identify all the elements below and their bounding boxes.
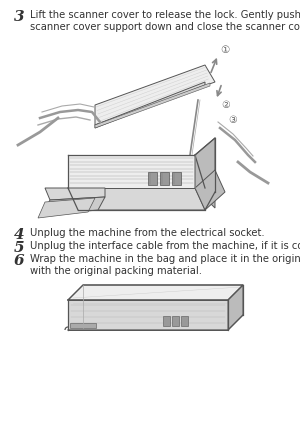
Text: Lift the scanner cover to release the lock. Gently push the
scanner cover suppor: Lift the scanner cover to release the lo… [30, 10, 300, 31]
Polygon shape [70, 323, 96, 328]
Polygon shape [148, 172, 157, 185]
Polygon shape [160, 172, 169, 185]
Text: Unplug the machine from the electrical socket.: Unplug the machine from the electrical s… [30, 228, 265, 238]
Text: 5: 5 [14, 241, 25, 255]
Polygon shape [163, 316, 170, 326]
Polygon shape [45, 188, 105, 200]
Polygon shape [195, 138, 215, 208]
Polygon shape [172, 172, 181, 185]
Polygon shape [95, 82, 205, 128]
Polygon shape [181, 316, 188, 326]
Text: 4: 4 [14, 228, 25, 242]
Text: ②: ② [222, 100, 230, 110]
Polygon shape [95, 83, 210, 128]
Polygon shape [42, 197, 105, 215]
Polygon shape [68, 285, 243, 300]
Polygon shape [95, 65, 215, 125]
Polygon shape [38, 198, 95, 218]
Polygon shape [68, 300, 228, 330]
Polygon shape [172, 316, 179, 326]
Text: Unplug the interface cable from the machine, if it is connected.: Unplug the interface cable from the mach… [30, 241, 300, 251]
Polygon shape [195, 170, 225, 210]
Text: 6: 6 [14, 254, 25, 268]
Text: ①: ① [220, 45, 230, 55]
Polygon shape [228, 285, 243, 330]
Polygon shape [68, 155, 195, 188]
Text: 3: 3 [14, 10, 25, 24]
Polygon shape [68, 188, 205, 210]
Text: Wrap the machine in the bag and place it in the original carton
with the origina: Wrap the machine in the bag and place it… [30, 254, 300, 275]
Text: ③: ③ [229, 115, 237, 125]
